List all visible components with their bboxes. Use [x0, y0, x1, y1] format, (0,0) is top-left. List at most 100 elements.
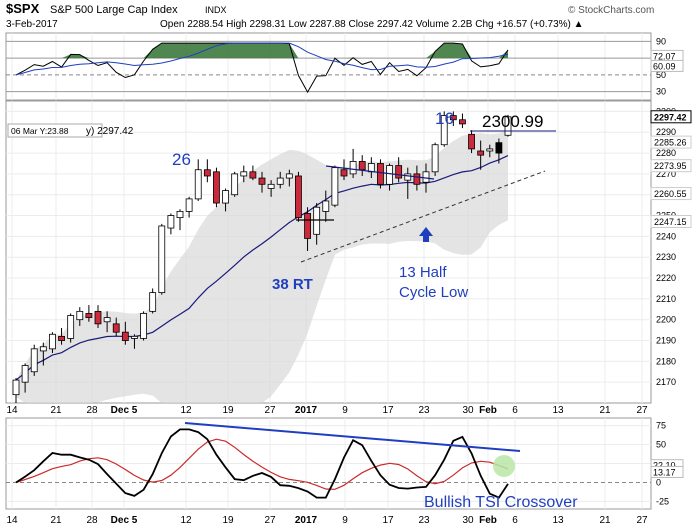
candle-body	[459, 119, 466, 125]
crossover-highlight	[493, 455, 515, 477]
candle-body	[203, 169, 211, 177]
price-value-tag-label: 2247.15	[654, 217, 687, 227]
price-x-tick-label: 28	[86, 405, 98, 416]
price-x-tick-label: Feb	[479, 405, 497, 416]
candle-body	[30, 348, 38, 373]
candle-body	[67, 315, 75, 339]
price-y-tick-label: 2210	[656, 294, 676, 304]
price-value-tag	[650, 110, 692, 124]
price-value-tag-label: 2260.55	[654, 189, 687, 199]
price-y-tick-label: 2290	[656, 127, 676, 137]
candle-body	[404, 173, 412, 181]
candle-body	[377, 163, 384, 185]
candle-body	[322, 200, 330, 212]
tsi-indicator	[6, 425, 651, 502]
ma-value: y) 2297.42	[86, 126, 134, 137]
tsi-x-tick-label: 28	[86, 515, 98, 526]
tsi-value-tag-label: 13.17	[653, 467, 676, 477]
tsi-y-tick-label: -25	[656, 496, 669, 506]
tsi-x-tick-label: 17	[382, 515, 394, 526]
candle-body	[331, 167, 339, 206]
date-label: 3-Feb-2017	[6, 19, 58, 30]
price-x-tick-label: 17	[382, 405, 394, 416]
rsi-value-tag-label: 72.07	[653, 51, 676, 61]
tsi-y-tick-label: 75	[656, 421, 666, 431]
ma-readout: 06 Mar Y:23.88	[11, 126, 69, 136]
price-x-tick-label: 27	[264, 405, 276, 416]
rt-label: 38 RT	[272, 276, 313, 293]
candle-body	[121, 331, 129, 341]
candle-body	[140, 313, 147, 339]
tsi-x-tick-label: 30	[462, 515, 474, 526]
price-x-tick-label: Dec 5	[111, 405, 138, 416]
candle-body	[167, 215, 175, 229]
exchange-label: INDX	[205, 5, 227, 15]
tsi-x-tick-label: 23	[418, 515, 430, 526]
candle-body	[185, 198, 193, 212]
candle-body	[449, 115, 457, 121]
tsi-x-tick-label: 21	[50, 515, 62, 526]
candle-body	[295, 175, 302, 219]
axis-labels: 14 14 21 21 28 28 Dec 5 Dec 5 12 12 19 19 27 27 2017 20…	[6, 36, 692, 526]
tsi-value-tag	[650, 465, 684, 478]
candle-body	[49, 333, 56, 350]
tsi-y-tick-label: 0	[656, 477, 661, 487]
candle-body	[222, 190, 229, 204]
price-y-tick-label: 2270	[656, 169, 676, 179]
candle-body	[131, 335, 138, 339]
tsi-x-tick-label: 12	[180, 515, 192, 526]
tsi-signal-line	[15, 438, 509, 490]
price-value-tag-label: 2297.42	[654, 112, 687, 122]
rsi-y-tick-label: 30	[656, 87, 666, 97]
price-value-tag	[650, 214, 692, 228]
candle-body	[313, 206, 321, 235]
price-value-tag	[650, 135, 692, 149]
price-y-tick-label: 2220	[656, 273, 676, 283]
price-x-tick-label: 19	[222, 405, 234, 416]
tsi-line	[15, 428, 509, 499]
candle-body	[158, 225, 166, 294]
price-x-tick-label: 21	[50, 405, 62, 416]
rsi-value-tag	[650, 59, 684, 72]
peak-value-label: 2300.99	[482, 112, 543, 131]
tsi-x-tick-label: 2017	[295, 515, 318, 526]
candle-body	[76, 310, 84, 321]
price-y-tick-label: 2280	[656, 148, 676, 158]
candle-body	[413, 173, 421, 185]
price-value-tag-label: 2273.95	[654, 161, 687, 171]
cycle-16-label: 16	[435, 109, 454, 128]
candle-body	[231, 173, 239, 196]
candle-body	[486, 148, 494, 152]
trendline-upper	[325, 165, 435, 180]
source-label: © StockCharts.com	[568, 5, 654, 16]
candle-body	[249, 171, 257, 179]
candle-body	[85, 313, 93, 319]
rsi-y-tick-label: 90	[656, 36, 666, 46]
price-x-tick-label: 23	[418, 405, 430, 416]
candle-body	[304, 213, 311, 239]
candle-body	[149, 292, 157, 312]
tsi-value-tag-label: 22.10	[653, 461, 676, 471]
trendline-dashed	[300, 170, 546, 263]
rsi-value-tag-label: 60.09	[653, 61, 676, 71]
candle-body	[358, 160, 366, 171]
rsi-signal-line	[15, 42, 509, 76]
ma-readout-box	[7, 123, 103, 138]
price-x-tick-label: 6	[512, 405, 518, 416]
candle-body	[176, 210, 184, 219]
tsi-trendline	[184, 422, 521, 452]
bollinger-band-fill	[16, 129, 508, 403]
tsi-x-tick-label: Feb	[479, 515, 497, 526]
candle-body	[468, 133, 475, 150]
candle-body	[12, 379, 20, 396]
price-x-tick-label: 30	[462, 405, 474, 416]
candle-body	[349, 160, 357, 175]
half-cycle-label-1: 13 Half	[399, 264, 447, 281]
cycle-26-label: 26	[172, 150, 191, 169]
tsi-x-tick-label: 21	[599, 515, 611, 526]
candle-body	[395, 165, 403, 179]
candle-body	[477, 150, 485, 156]
price-x-tick-label: 12	[180, 405, 192, 416]
tsi-x-tick-label: 6	[512, 515, 518, 526]
